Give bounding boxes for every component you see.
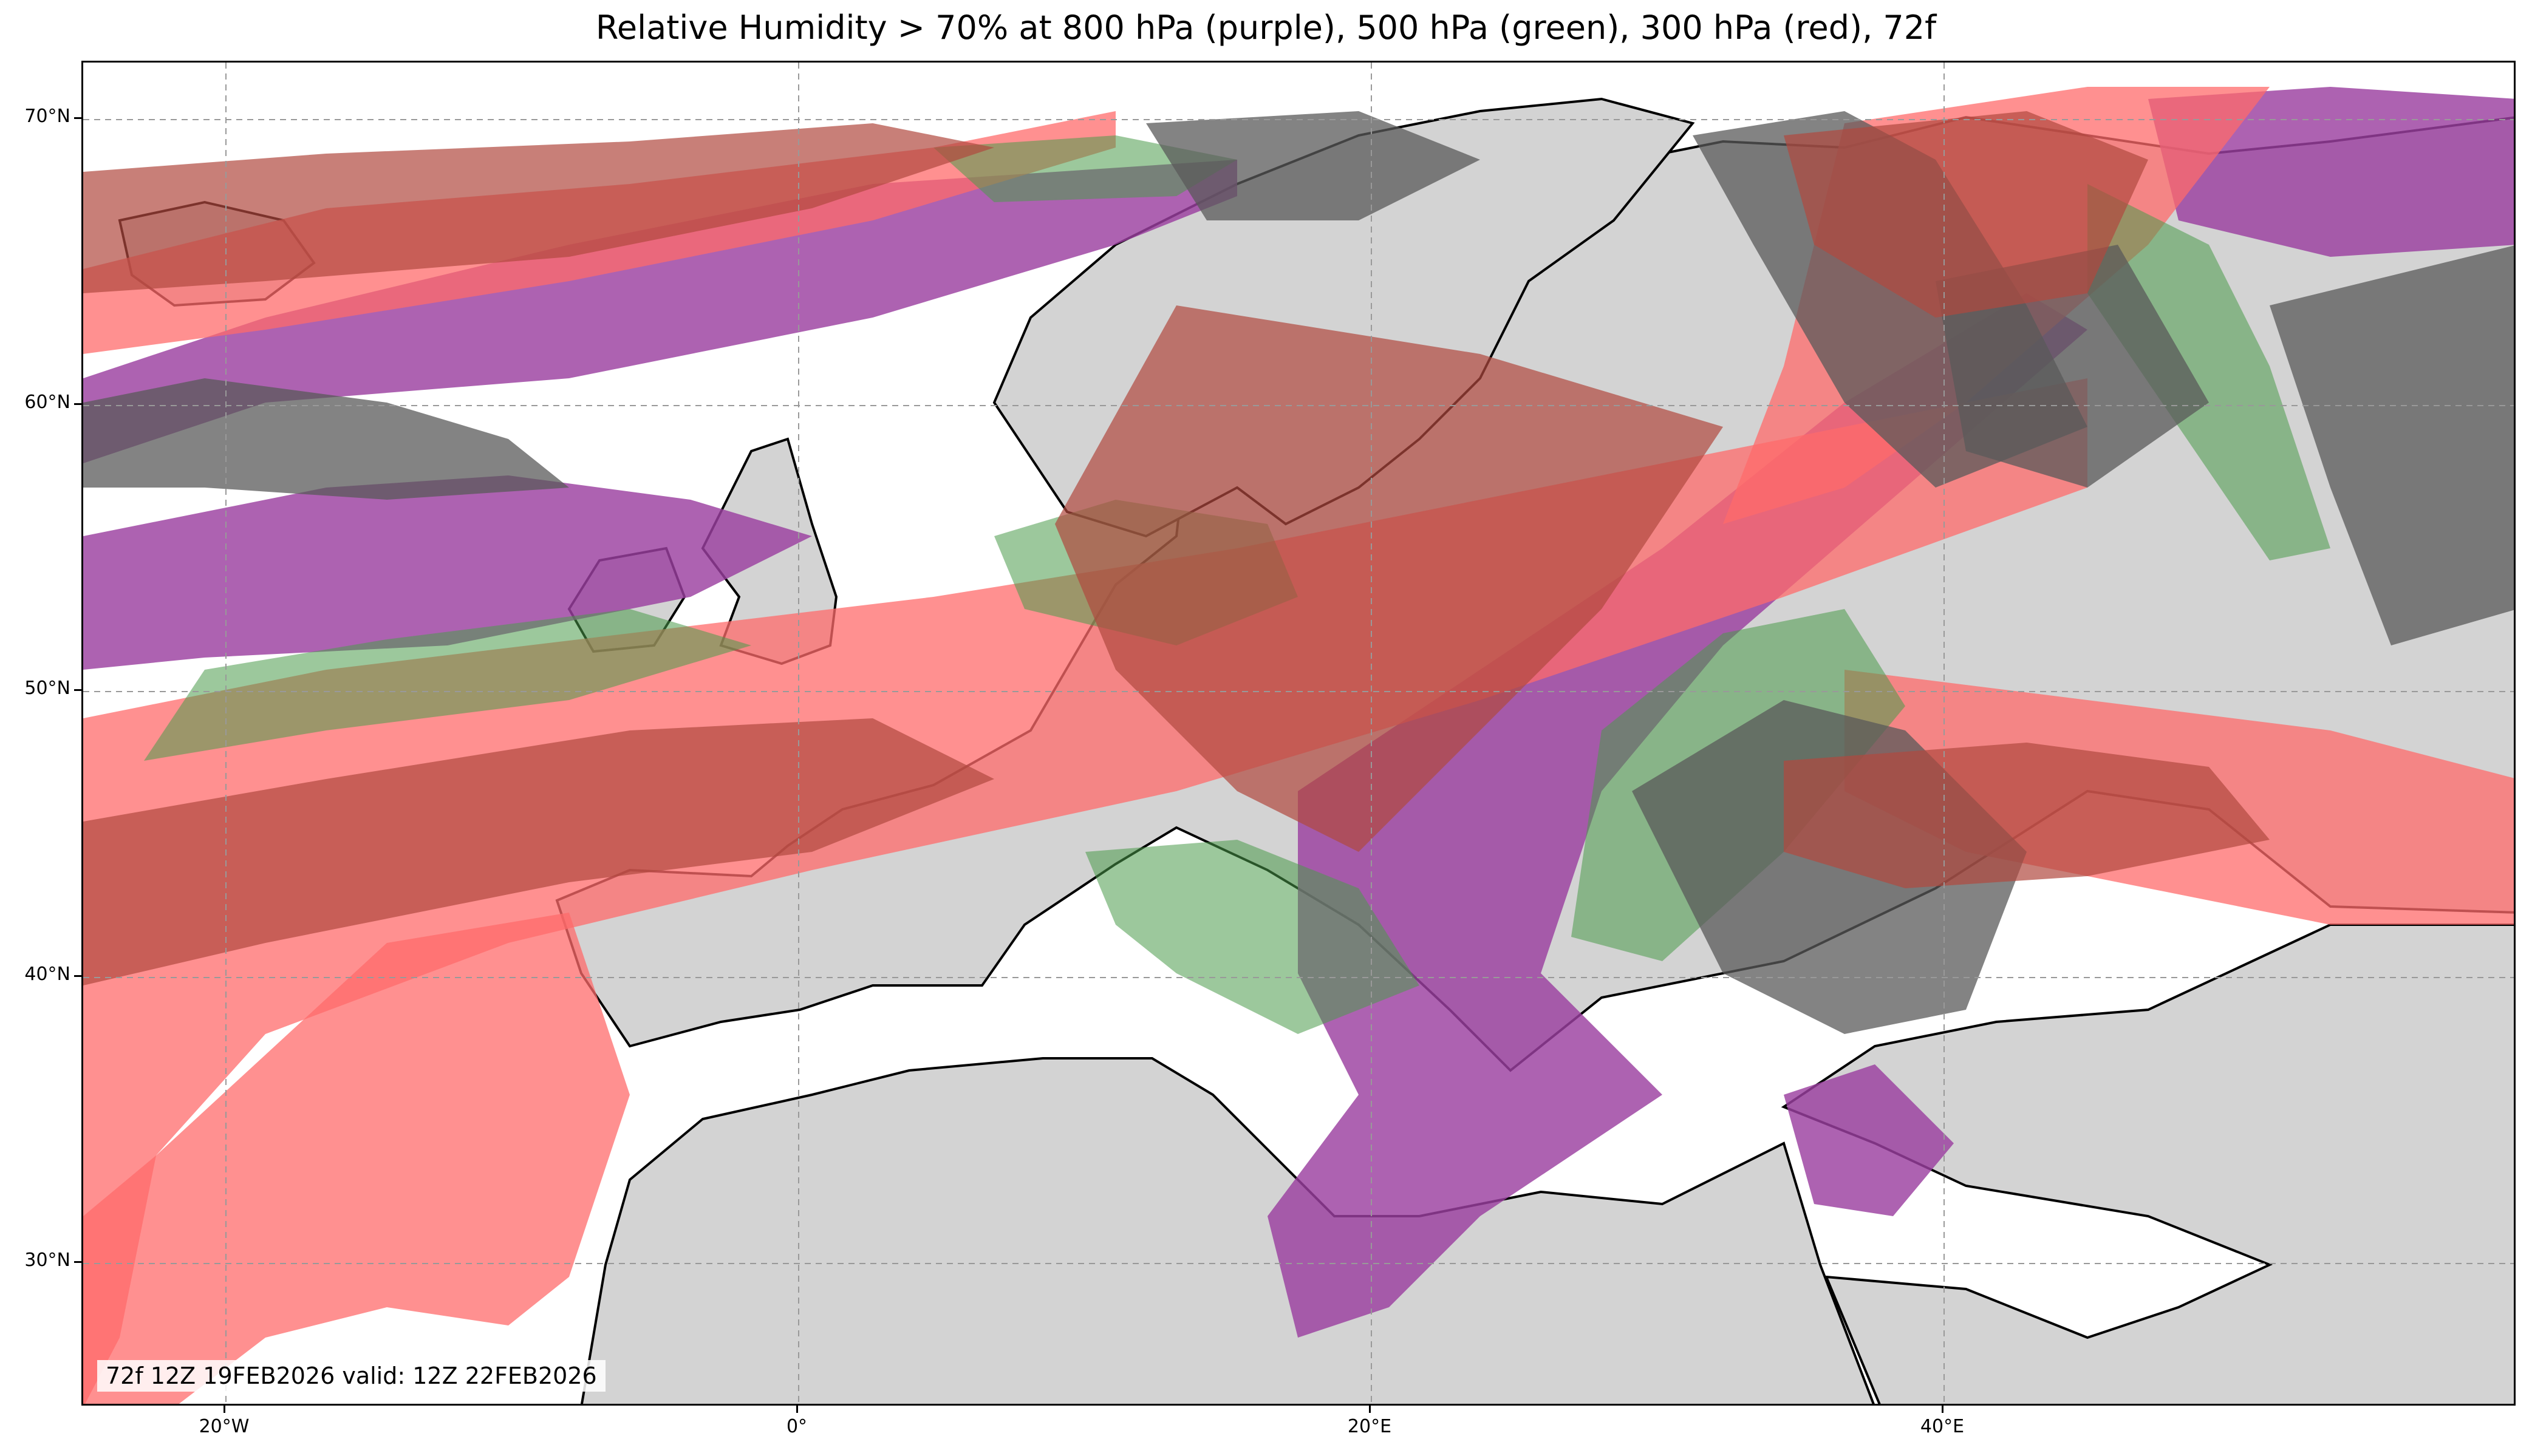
lon-label-20e: 20°E — [1347, 1416, 1392, 1437]
lat-tick — [74, 403, 81, 405]
map-title: Relative Humidity > 70% at 800 hPa (purp… — [595, 9, 1937, 47]
lon-tick — [1369, 1406, 1371, 1413]
overlap-brown-layer — [83, 111, 2270, 985]
lat-label-40n: 40°N — [24, 964, 70, 985]
lon-label-0: 0° — [786, 1416, 808, 1437]
lon-tick — [1942, 1406, 1943, 1413]
land-middle-east — [1781, 924, 2514, 1404]
lat-tick — [74, 1261, 81, 1263]
forecast-timestamp: 72f 12Z 19FEB2026 valid: 12Z 22FEB2026 — [97, 1360, 606, 1392]
lat-label-30n: 30°N — [24, 1250, 70, 1271]
lat-label-50n: 50°N — [24, 678, 70, 699]
lat-label-60n: 60°N — [24, 392, 70, 413]
lat-tick — [74, 117, 81, 119]
lat-label-70n: 70°N — [24, 106, 70, 127]
graticule — [83, 63, 2514, 1404]
lon-label-20w: 20°W — [199, 1416, 250, 1437]
land-africa — [580, 1057, 1875, 1404]
lon-tick — [224, 1406, 225, 1413]
humidity-map — [83, 63, 2514, 1404]
lon-tick — [796, 1406, 798, 1413]
lat-tick — [74, 975, 81, 977]
lon-label-40e: 40°E — [1920, 1416, 1965, 1437]
rh800-layer — [83, 87, 2514, 1338]
map-panel[interactable] — [81, 61, 2516, 1406]
lat-tick — [74, 689, 81, 691]
